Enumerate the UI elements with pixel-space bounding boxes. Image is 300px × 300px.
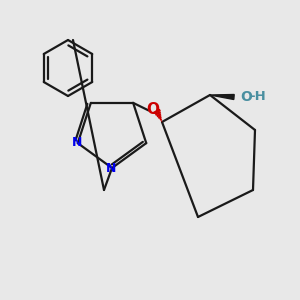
Text: O: O: [240, 90, 252, 104]
Text: -H: -H: [250, 91, 266, 103]
Text: N: N: [72, 136, 82, 148]
Text: N: N: [106, 163, 116, 176]
Polygon shape: [210, 94, 234, 100]
Text: O: O: [146, 102, 159, 117]
